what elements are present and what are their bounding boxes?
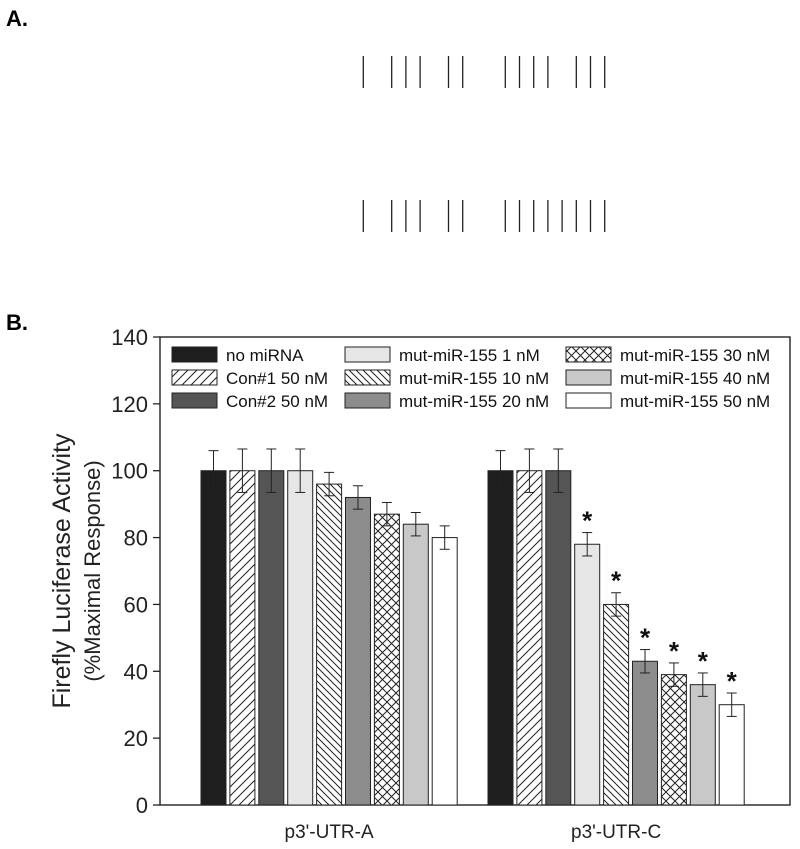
- alignment-block: [362, 200, 606, 232]
- legend-item: mut-miR-155 10 nM: [344, 369, 549, 388]
- legend-swatch: [171, 346, 218, 363]
- significance-star: *: [727, 666, 738, 696]
- bar: [660, 674, 687, 806]
- panel-b-label: B.: [6, 310, 28, 335]
- y-axis-title: Firefly Luciferase Activity: [48, 433, 76, 709]
- y-tick-label: 80: [124, 526, 148, 551]
- y-axis-subtitle: (%Maximal Response): [80, 460, 105, 681]
- significance-star: *: [669, 636, 680, 666]
- legend-item: Con#2 50 nM: [171, 392, 328, 411]
- x-category-label: p3'-UTR-C: [571, 822, 661, 843]
- bar: [200, 470, 227, 806]
- legend-item: mut-miR-155 30 nM: [565, 346, 770, 365]
- legend-swatch: [344, 369, 391, 386]
- legend-label: mut-miR-155 30 nM: [620, 346, 770, 365]
- legend-item: Con#1 50 nM: [171, 369, 328, 388]
- bar-chart: 0 20 40 60 80 100 120 140 Firefly Luciferase Act…: [48, 325, 791, 843]
- panel-a-alignments: [362, 56, 606, 232]
- bar: [229, 470, 256, 806]
- legend-swatch: [171, 369, 218, 386]
- y-tick-label: 60: [124, 592, 148, 617]
- y-tick-label: 40: [124, 659, 148, 684]
- bar: [373, 513, 400, 806]
- bar: [632, 660, 658, 806]
- plot-frame: [159, 336, 791, 806]
- legend-item: mut-miR-155 1 nM: [344, 346, 540, 365]
- bar: [487, 470, 514, 806]
- legend-swatch: [344, 392, 391, 409]
- legend-swatch: [565, 346, 612, 363]
- legend-label: mut-miR-155 10 nM: [399, 369, 549, 388]
- bar: [516, 470, 543, 806]
- y-tick-label: 100: [111, 459, 148, 484]
- legend-label: mut-miR-155 1 nM: [399, 346, 540, 365]
- bar-group: p3'-UTR-A: [200, 448, 458, 843]
- alignment-block: [362, 56, 606, 88]
- bar: [345, 496, 371, 806]
- bar: [402, 523, 429, 806]
- y-tick-label: 120: [111, 392, 148, 417]
- significance-star: *: [582, 506, 593, 536]
- bar: [574, 543, 601, 806]
- bar: [603, 603, 630, 806]
- bar: [287, 470, 314, 806]
- significance-star: *: [698, 646, 709, 676]
- legend-swatch: [565, 392, 612, 409]
- y-tick-label: 140: [111, 325, 148, 350]
- legend-swatch: [171, 392, 218, 409]
- bar: [545, 470, 572, 806]
- legend-label: mut-miR-155 40 nM: [620, 369, 770, 388]
- legend: no miRNA Con#1 50 nM Con#2 50 nM mut-miR-15…: [171, 346, 770, 411]
- bar: [431, 537, 458, 806]
- legend-label: Con#1 50 nM: [226, 369, 328, 388]
- y-tick-label: 20: [124, 726, 148, 751]
- legend-label: mut-miR-155 20 nM: [399, 392, 549, 411]
- bar: [258, 470, 285, 806]
- bar: [718, 704, 745, 806]
- legend-swatch: [344, 346, 391, 363]
- y-tick-label: 0: [136, 793, 148, 818]
- legend-item: no miRNA: [171, 346, 304, 365]
- legend-item: mut-miR-155 20 nM: [344, 392, 549, 411]
- bar-group: * * * * * * p3'-UTR-C: [487, 448, 745, 843]
- legend-swatch: [565, 369, 612, 386]
- bar: [689, 684, 716, 806]
- legend-item: mut-miR-155 50 nM: [565, 392, 770, 411]
- significance-star: *: [640, 623, 651, 653]
- x-category-label: p3'-UTR-A: [285, 822, 374, 843]
- legend-label: mut-miR-155 50 nM: [620, 392, 770, 411]
- legend-label: Con#2 50 nM: [226, 392, 328, 411]
- panel-a-label: A.: [6, 6, 28, 31]
- significance-star: *: [611, 566, 622, 596]
- legend-item: mut-miR-155 40 nM: [565, 369, 770, 388]
- bar: [316, 483, 343, 806]
- legend-label: no miRNA: [226, 346, 304, 365]
